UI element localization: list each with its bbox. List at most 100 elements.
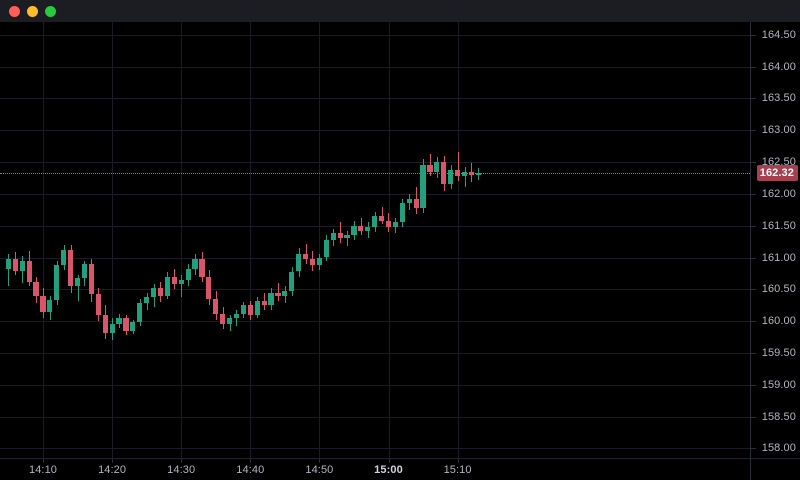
- grid-line-horizontal: [0, 384, 750, 386]
- time-tick: [112, 459, 114, 463]
- grid-line-horizontal: [0, 352, 750, 354]
- candle-body: [358, 225, 364, 231]
- candle-wick: [8, 254, 9, 287]
- time-axis[interactable]: 14:10 14:20 14:30 14:40 14:50 15:00 15:10: [0, 458, 750, 480]
- price-tick-label: 158.00: [761, 442, 796, 455]
- time-tick: [319, 459, 321, 463]
- price-tick: [751, 98, 756, 100]
- grid-line-vertical: [319, 22, 321, 458]
- price-tick: [751, 289, 756, 291]
- price-tick-label: 163.50: [761, 92, 796, 105]
- grid-line-horizontal: [0, 193, 750, 195]
- grid-line-horizontal: [0, 448, 750, 450]
- price-tick: [751, 34, 756, 36]
- candle-wick: [465, 167, 466, 188]
- candle-body: [247, 305, 253, 315]
- candle-body: [385, 220, 392, 227]
- grid-line-horizontal: [0, 34, 750, 36]
- candle-body: [178, 279, 184, 285]
- current-price-line: [0, 173, 750, 175]
- candle-wick: [458, 152, 459, 182]
- candle-body: [102, 314, 108, 333]
- minimize-button[interactable]: [27, 5, 38, 17]
- candle-body: [164, 276, 170, 296]
- close-button[interactable]: [9, 5, 20, 17]
- grid-line-horizontal: [0, 416, 750, 418]
- candle-body: [323, 239, 329, 258]
- candle-body: [144, 296, 150, 304]
- grid-line-horizontal: [0, 289, 750, 291]
- grid-line-horizontal: [0, 162, 750, 164]
- price-tick: [751, 193, 756, 195]
- window-titlebar: [0, 0, 800, 22]
- candle-body: [185, 268, 191, 280]
- price-axis[interactable]: 164.50 164.00 163.50 163.00 162.50 162.00 161.…: [750, 22, 800, 458]
- time-tick-label: 14:20: [98, 464, 127, 476]
- candle-body: [316, 257, 322, 266]
- price-tick-label: 159.00: [761, 378, 796, 391]
- candle-wick: [340, 222, 341, 244]
- candle-body: [434, 162, 440, 172]
- candle-body: [19, 260, 25, 272]
- candle-body: [330, 233, 336, 240]
- price-tick: [751, 66, 756, 68]
- candle-body: [157, 288, 164, 296]
- candle-body: [268, 292, 274, 306]
- candle-body: [296, 254, 302, 272]
- grid-line-horizontal: [0, 257, 750, 259]
- grid-line-vertical: [250, 22, 252, 458]
- candle-body: [309, 258, 316, 266]
- time-tick-label: 14:30: [167, 464, 196, 476]
- time-tick-label: 14:50: [305, 464, 334, 476]
- time-tick: [388, 459, 390, 463]
- candle-body: [275, 292, 281, 296]
- candle-body: [455, 169, 461, 177]
- candle-body: [192, 258, 198, 269]
- candle-body: [40, 295, 46, 312]
- candle-body: [378, 216, 385, 221]
- candle-body: [61, 249, 67, 266]
- candle-body: [240, 305, 246, 314]
- grid-line-vertical: [457, 22, 459, 458]
- candle-body: [206, 276, 212, 299]
- candle-body: [74, 277, 81, 287]
- candle-body: [116, 317, 122, 324]
- price-tick-label: 162.00: [761, 187, 796, 200]
- candle-body: [88, 263, 94, 295]
- candle-wick: [382, 206, 383, 225]
- price-tick: [751, 321, 756, 323]
- time-tick: [181, 459, 183, 463]
- candle-body: [420, 165, 426, 208]
- candle-body: [68, 249, 74, 287]
- price-tick-label: 164.50: [761, 28, 796, 41]
- candle-body: [123, 317, 129, 331]
- candle-body: [427, 165, 433, 172]
- price-tick: [751, 448, 756, 450]
- grid-line-vertical: [43, 22, 44, 458]
- maximize-button[interactable]: [45, 5, 56, 17]
- grid-line-horizontal: [0, 130, 750, 132]
- candle-body: [54, 265, 60, 301]
- candle-body: [130, 322, 136, 331]
- candle-body: [5, 259, 12, 269]
- candlestick-chart-plot[interactable]: [0, 22, 750, 458]
- price-tick: [751, 130, 756, 132]
- candle-body: [344, 235, 350, 239]
- grid-line-horizontal: [0, 321, 750, 323]
- candle-wick: [306, 243, 307, 264]
- price-tick-label: 158.50: [761, 410, 796, 423]
- candle-wick: [181, 275, 182, 297]
- grid-line-horizontal: [0, 98, 750, 100]
- candle-body: [399, 203, 405, 223]
- price-tick-label: 160.50: [761, 283, 796, 296]
- price-tick: [751, 384, 756, 386]
- time-tick: [43, 459, 44, 463]
- candle-body: [199, 258, 205, 277]
- axis-corner: [750, 458, 800, 480]
- candle-body: [226, 317, 233, 325]
- price-tick: [751, 257, 756, 259]
- time-tick-label: 14:40: [236, 464, 265, 476]
- candle-wick: [236, 309, 237, 327]
- time-tick: [250, 459, 252, 463]
